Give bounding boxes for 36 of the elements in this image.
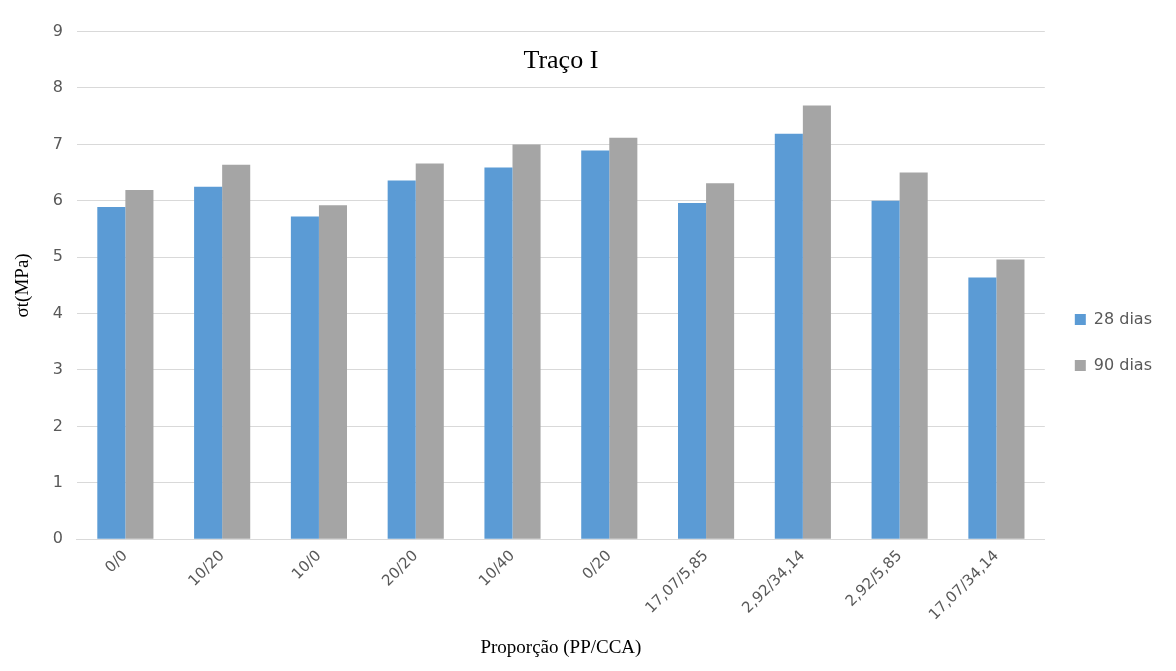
bar: [222, 164, 251, 539]
bar: [512, 144, 541, 539]
y-tick-label: 2: [52, 415, 63, 435]
bar: [415, 163, 444, 539]
y-tick-label: 4: [52, 302, 63, 322]
y-tick-label: 0: [52, 528, 63, 548]
bar: [97, 206, 126, 539]
legend-label: 90 dias: [1093, 354, 1152, 374]
bar: [581, 150, 610, 539]
bar: [968, 277, 997, 539]
bar: [678, 203, 707, 539]
bar: [387, 180, 416, 539]
y-tick-label: 9: [52, 20, 63, 40]
bar: [318, 205, 348, 539]
y-tick-label: 8: [52, 77, 63, 97]
x-axis-title: Proporção (PP/CCA): [480, 635, 642, 658]
text: Traço I: [523, 45, 599, 75]
bar: [484, 167, 513, 539]
x-tick-label: 0/0: [101, 546, 131, 577]
bar: [802, 105, 831, 539]
y-tick-label: 7: [52, 133, 63, 153]
bar: [194, 186, 223, 539]
bar: [609, 137, 638, 539]
bar: [871, 200, 900, 539]
bar: [290, 216, 319, 539]
bar: [996, 259, 1025, 539]
y-tick-label: 1: [52, 471, 63, 491]
bar: [774, 133, 803, 539]
bar: [899, 172, 928, 539]
y-axis-title: σt(MPa): [11, 253, 34, 318]
bar: [706, 183, 735, 539]
y-tick-label: 6: [52, 189, 63, 209]
bar: [125, 190, 154, 539]
y-tick-label: 3: [52, 359, 63, 379]
y-tick-label: 5: [52, 246, 63, 266]
legend-label: 28 dias: [1093, 308, 1152, 328]
